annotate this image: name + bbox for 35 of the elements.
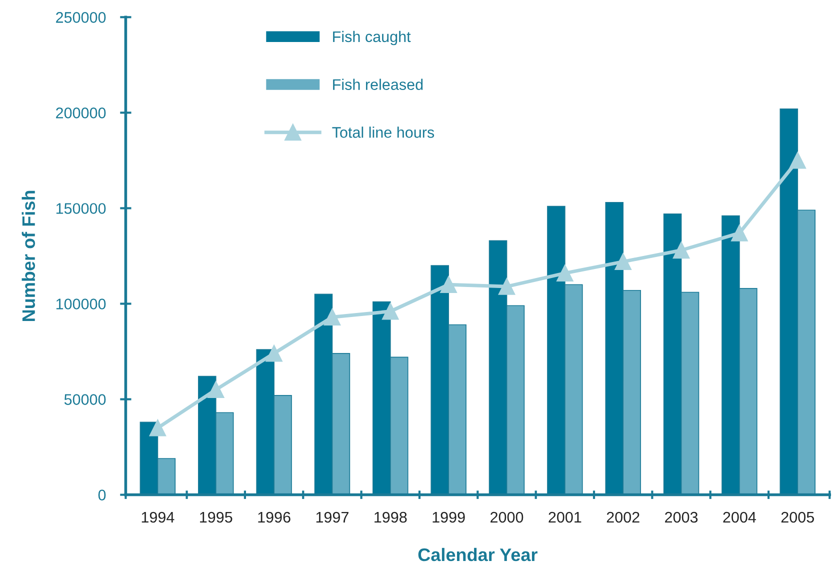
point [789, 152, 806, 169]
point [556, 264, 574, 282]
point [498, 278, 516, 295]
y-tick-label: 200000 [56, 108, 106, 118]
x-tick-label: 1995 [200, 512, 232, 523]
x-tick-label: 2005 [781, 512, 814, 523]
y-tick-label: 0 [98, 490, 106, 500]
x-tick-label: 2004 [723, 512, 756, 523]
point [149, 420, 166, 436]
x-tick-label: 2001 [548, 512, 582, 523]
point [324, 308, 341, 326]
x-tick-label: 1997 [316, 512, 348, 523]
point [440, 276, 457, 293]
y-axis-title: Number of Fish [22, 190, 36, 321]
y-tick-label: 150000 [56, 203, 106, 214]
point [672, 242, 690, 259]
y-tick-label: 50000 [64, 394, 106, 405]
x-tick-label: 2003 [665, 512, 698, 523]
x-tick-label: 1999 [432, 512, 465, 523]
point [382, 303, 399, 320]
point [731, 224, 748, 242]
point [208, 381, 224, 398]
x-tick-label: 2002 [606, 512, 640, 523]
point [614, 253, 632, 270]
point [266, 345, 282, 362]
x-axis-title: Calendar Year [418, 548, 538, 562]
x-tick-label: 1996 [258, 512, 290, 523]
legend-label: Fish caught [333, 30, 411, 46]
y-tick-label: 250000 [56, 12, 106, 23]
y-tick-label: 100000 [56, 298, 106, 310]
x-tick-label: 1994 [142, 512, 174, 523]
legend-label: Total line hours [332, 126, 434, 138]
legend-label: Fish released [333, 78, 423, 90]
x-tick-label: 1998 [374, 512, 407, 523]
x-tick-label: 2000 [490, 512, 524, 523]
